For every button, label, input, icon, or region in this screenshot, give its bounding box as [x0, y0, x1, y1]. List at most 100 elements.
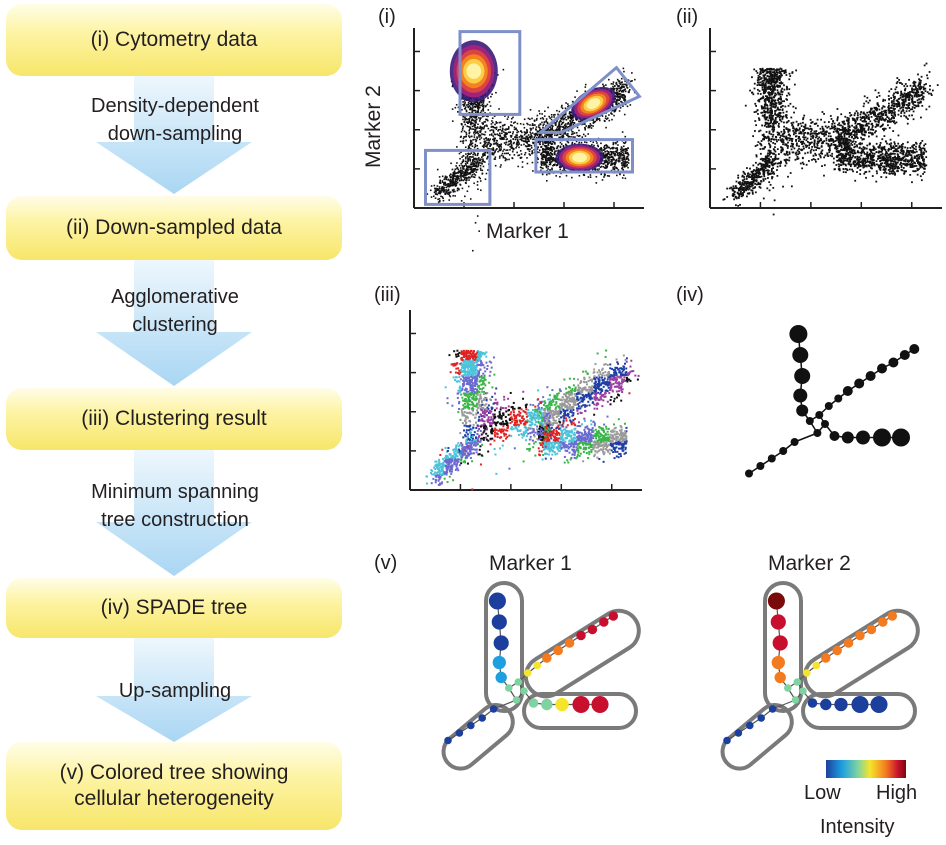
- cell-event: [620, 89, 622, 92]
- cell-event: [545, 145, 548, 147]
- cell-event: [494, 164, 497, 167]
- cell-event: [454, 179, 457, 181]
- cell-event: [617, 99, 620, 101]
- cell-event: [457, 177, 460, 179]
- cell-event: [492, 131, 495, 134]
- cell-event: [591, 168, 594, 171]
- cell-event: [770, 91, 773, 94]
- cell-event: [535, 126, 538, 128]
- cell-event: [775, 85, 778, 88]
- cell-event: [476, 130, 479, 133]
- step-spade-tree: (iv) SPADE tree: [6, 578, 342, 638]
- cell-event: [544, 142, 547, 144]
- cell-event: [475, 161, 478, 164]
- cell-event: [543, 161, 545, 163]
- cell-event: [481, 145, 484, 148]
- cell-event: [773, 83, 776, 86]
- cell-event: [612, 81, 615, 83]
- cell-event: [574, 96, 576, 98]
- cell-event: [460, 179, 463, 182]
- cell-event: [610, 155, 613, 158]
- cell-event: [918, 98, 920, 101]
- cell-event: [430, 196, 433, 198]
- cell-event: [622, 145, 625, 148]
- cell-event: [798, 140, 800, 142]
- cell-event: [780, 106, 782, 109]
- cell-event: [609, 150, 612, 153]
- cell-event: [531, 136, 533, 138]
- cell-event: [483, 144, 485, 146]
- cell-event: [481, 169, 484, 172]
- cell-event: [497, 150, 499, 153]
- cell-event: [770, 107, 773, 109]
- cell-event: [911, 165, 914, 167]
- cell-event: [777, 153, 780, 155]
- cell-event: [606, 150, 609, 152]
- cell-event: [529, 108, 532, 111]
- cell-event: [605, 118, 608, 120]
- cell-event: [451, 174, 454, 177]
- cell-event: [504, 134, 506, 136]
- cell-event: [875, 170, 878, 173]
- cell-event: [827, 155, 829, 158]
- cell-event: [438, 186, 441, 188]
- cell-event: [541, 162, 543, 165]
- cell-event: [549, 140, 552, 143]
- cell-event: [463, 121, 466, 123]
- cell-event: [435, 187, 437, 190]
- cell-event: [463, 178, 466, 181]
- cell-event: [461, 140, 464, 143]
- cell-event: [487, 115, 489, 118]
- cell-event: [539, 141, 541, 143]
- cell-event: [863, 151, 866, 154]
- cell-event: [553, 148, 555, 151]
- cell-event: [519, 138, 521, 141]
- cell-event: [823, 156, 826, 159]
- cell-event: [549, 147, 551, 150]
- cell-event: [505, 128, 508, 130]
- cell-event: [763, 124, 766, 127]
- cell-event: [549, 135, 552, 138]
- cell-event: [546, 141, 548, 144]
- cell-event: [783, 121, 785, 124]
- cell-event: [523, 118, 526, 121]
- cell-event: [857, 151, 860, 154]
- cell-event: [475, 127, 478, 130]
- cell-event: [762, 95, 765, 98]
- cell-event: [520, 138, 523, 140]
- cell-event: [486, 139, 488, 141]
- cell-event: [505, 152, 508, 155]
- cell-event: [502, 128, 504, 131]
- cell-event: [912, 144, 915, 147]
- cell-event: [561, 104, 563, 107]
- cell-event: [620, 77, 623, 80]
- cell-event: [526, 122, 528, 125]
- cell-event: [620, 94, 623, 96]
- cell-event: [492, 143, 495, 145]
- cell-event: [484, 178, 487, 181]
- cell-event: [486, 144, 488, 147]
- cell-event: [560, 106, 563, 108]
- cell-event: [441, 180, 444, 182]
- cell-event: [923, 164, 926, 167]
- cell-event: [460, 151, 462, 153]
- cell-event: [544, 156, 547, 159]
- cell-event: [554, 153, 556, 156]
- cell-event: [894, 107, 896, 110]
- cell-event: [888, 102, 890, 105]
- cell-event: [772, 129, 775, 132]
- cell-event: [769, 173, 772, 175]
- cell-event: [538, 149, 541, 152]
- cell-event: [613, 158, 615, 161]
- cell-event: [520, 153, 523, 155]
- cell-event: [610, 164, 612, 166]
- cell-event: [558, 127, 561, 130]
- cell-event: [622, 158, 624, 161]
- cell-event: [620, 95, 622, 98]
- cell-event: [546, 152, 548, 155]
- cell-event: [627, 162, 630, 164]
- cell-event: [804, 152, 807, 155]
- cell-event: [505, 136, 507, 138]
- cell-event: [608, 175, 611, 177]
- cell-event: [760, 72, 762, 75]
